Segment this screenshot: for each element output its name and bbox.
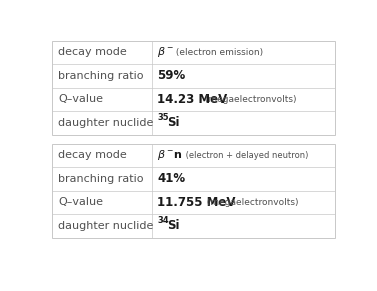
Text: 35: 35 <box>157 113 169 122</box>
Text: branching ratio: branching ratio <box>58 174 143 184</box>
Text: Q–value: Q–value <box>58 94 103 104</box>
Text: decay mode: decay mode <box>58 150 127 160</box>
Text: n: n <box>173 150 181 160</box>
Text: 11.755 MeV: 11.755 MeV <box>157 196 236 209</box>
Text: daughter nuclide: daughter nuclide <box>58 118 153 128</box>
Text: $\mathit{\beta}^-$: $\mathit{\beta}^-$ <box>157 148 175 162</box>
Text: $\mathit{\beta}^-$: $\mathit{\beta}^-$ <box>157 45 175 59</box>
Text: 34: 34 <box>157 216 169 225</box>
Text: (megaelectronvolts): (megaelectronvolts) <box>204 198 298 207</box>
Text: daughter nuclide: daughter nuclide <box>58 221 153 231</box>
Text: (megaelectronvolts): (megaelectronvolts) <box>202 95 297 104</box>
Text: 41%: 41% <box>157 172 185 185</box>
Text: Si: Si <box>167 116 179 129</box>
Text: 14.23 MeV: 14.23 MeV <box>157 93 228 106</box>
Text: branching ratio: branching ratio <box>58 71 143 81</box>
Text: (electron + delayed neutron): (electron + delayed neutron) <box>183 151 308 160</box>
Bar <box>52 40 335 135</box>
Text: 59%: 59% <box>157 69 185 82</box>
Text: Si: Si <box>167 219 179 233</box>
Text: (electron emission): (electron emission) <box>173 48 264 57</box>
Bar <box>52 143 335 238</box>
Text: Q–value: Q–value <box>58 197 103 207</box>
Text: decay mode: decay mode <box>58 47 127 57</box>
